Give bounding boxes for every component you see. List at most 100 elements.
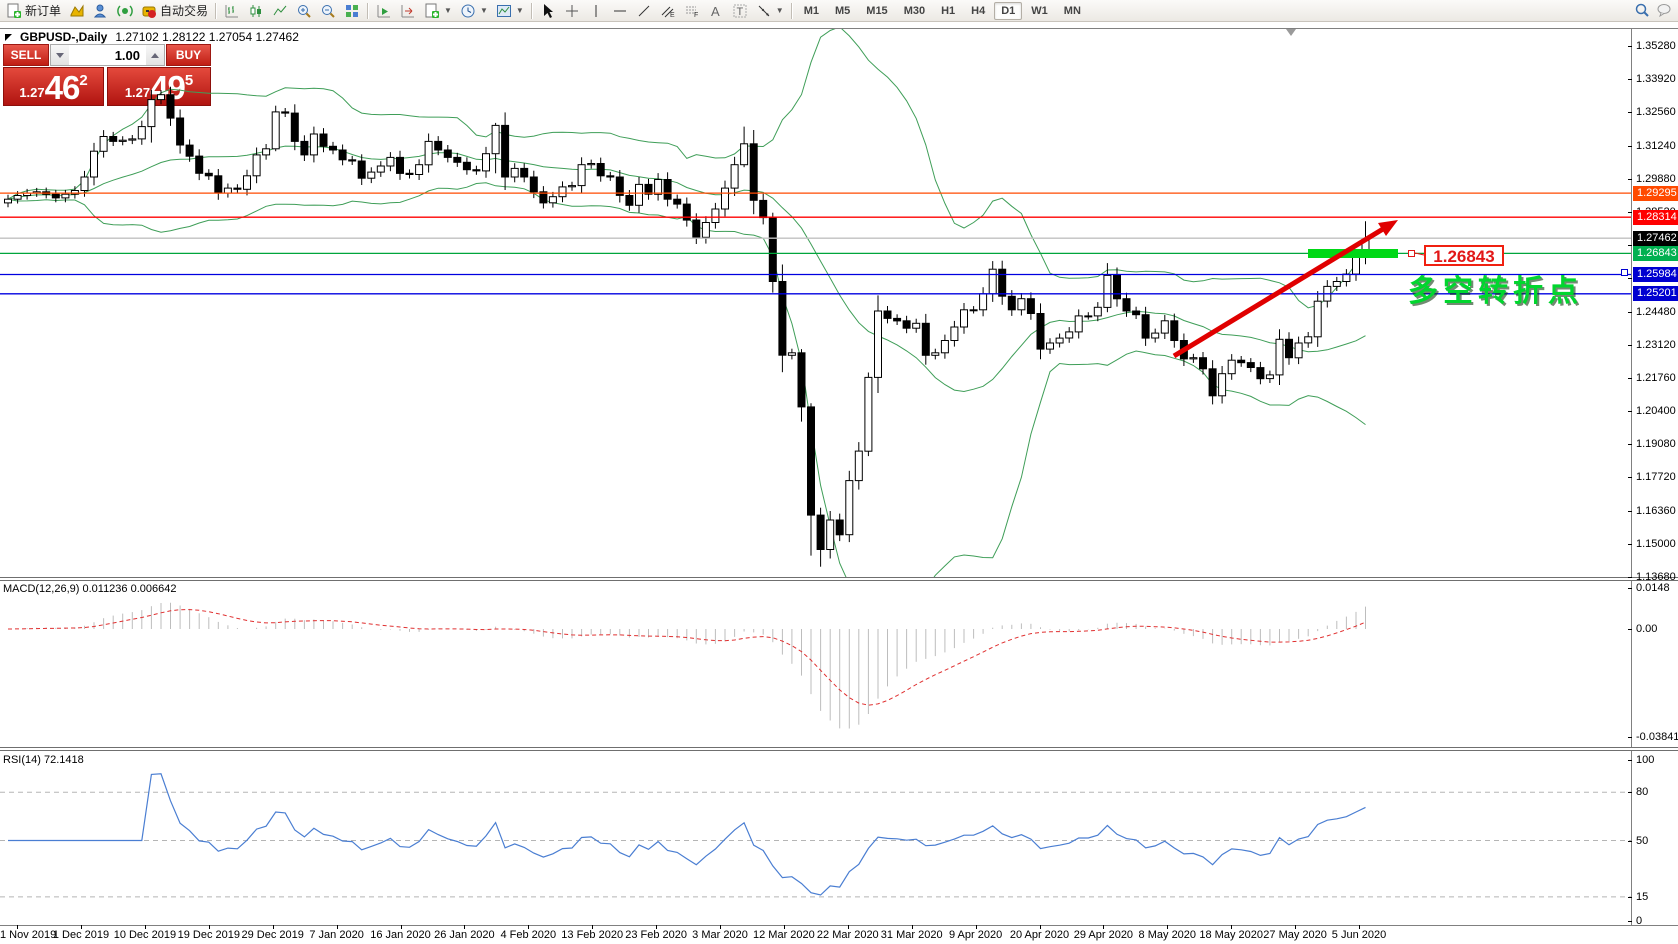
price-axis-label: 1.29880 — [1636, 172, 1676, 185]
chart-shift-button[interactable] — [396, 2, 420, 20]
date-axis-label: 27 May 2020 — [1263, 929, 1327, 941]
timeframe-w1-button[interactable]: W1 — [1031, 4, 1048, 17]
volume-increase-button[interactable] — [146, 45, 164, 65]
svg-text:E: E — [670, 12, 675, 19]
date-axis-label: 23 Feb 2020 — [625, 929, 687, 941]
text-label-icon: T — [733, 4, 747, 18]
new-order-button[interactable]: 新订单 — [2, 1, 65, 20]
buy-price-small: 1.27 — [124, 85, 151, 100]
cursor-icon — [543, 3, 553, 18]
horizontal-line-button[interactable] — [608, 2, 632, 20]
hline-handle-marker[interactable] — [1408, 250, 1415, 257]
cursor-button[interactable] — [536, 2, 560, 20]
axis-tick — [1628, 79, 1632, 81]
hline-handle-marker[interactable] — [1621, 269, 1628, 276]
crosshair-button[interactable] — [560, 2, 584, 20]
buy-button[interactable]: BUY — [166, 44, 211, 66]
timeframe-group: M1 M5 M15 M30 H1 H4 D1 W1 MN — [796, 0, 1089, 22]
sell-button[interactable]: SELL — [3, 44, 49, 66]
svg-text:T: T — [736, 6, 743, 18]
search-icon[interactable] — [1634, 2, 1650, 18]
rsi-panel-separator[interactable] — [0, 747, 1678, 751]
line-chart-button[interactable] — [268, 2, 292, 20]
time-axis-tick — [783, 925, 785, 929]
date-axis-label: 8 May 2020 — [1138, 929, 1197, 941]
axis-tick — [1628, 736, 1632, 738]
terminal-button[interactable] — [113, 2, 137, 20]
price-tag: 1.25201 — [1633, 286, 1678, 302]
shapes-button[interactable]: ▼ — [752, 2, 788, 20]
date-axis-label: 7 Jan 2020 — [309, 929, 364, 941]
turning-point-note[interactable]: 多空转折点 — [1408, 275, 1583, 308]
time-axis-tick — [400, 925, 402, 929]
market-watch-button[interactable] — [65, 2, 89, 20]
trendline-button[interactable] — [632, 2, 656, 20]
price-axis-label: 1.32560 — [1636, 106, 1676, 119]
timeframe-h4-button[interactable]: H4 — [971, 4, 986, 17]
price-axis-label: 1.17720 — [1636, 471, 1676, 484]
sell-price-display[interactable]: 1.27 46 2 — [3, 67, 104, 106]
indicators-button[interactable]: ▼ — [420, 2, 456, 20]
axis-tick — [1628, 178, 1632, 180]
fibonacci-button[interactable]: F — [680, 2, 704, 20]
timeframe-m1-button[interactable]: M1 — [803, 4, 819, 17]
periods-button[interactable]: ▼ — [456, 2, 492, 20]
macd-axis-label: 0.00 — [1636, 623, 1658, 635]
auto-trading-label: 自动交易 — [160, 4, 209, 18]
volume-input[interactable]: 1.00 — [114, 48, 140, 63]
volume-decrease-button[interactable] — [51, 45, 69, 65]
macd-panel-separator[interactable] — [0, 577, 1678, 581]
text-label-button[interactable]: T — [728, 2, 752, 20]
dropdown-caret-icon: ▼ — [515, 6, 524, 15]
navigator-icon — [93, 4, 107, 17]
time-axis-tick — [144, 925, 146, 929]
date-axis-label: 3 Mar 2020 — [692, 929, 748, 941]
date-axis-label: 26 Jan 2020 — [434, 929, 495, 941]
templates-button[interactable]: ▼ — [492, 2, 528, 20]
time-axis-border — [0, 925, 1678, 926]
chart-shift-marker-icon[interactable] — [1286, 29, 1296, 36]
trendline-icon — [638, 5, 650, 16]
zoom-in-button[interactable] — [292, 2, 316, 20]
candlestick-button[interactable] — [244, 2, 268, 20]
date-axis-label: 13 Feb 2020 — [561, 929, 624, 941]
time-axis-tick — [81, 925, 82, 929]
zoom-out-button[interactable] — [316, 2, 340, 20]
timeframe-m30-button[interactable]: M30 — [903, 4, 926, 17]
date-axis-label: 19 Dec 2019 — [177, 929, 240, 941]
auto-trading-button[interactable]: 自动交易 — [137, 1, 212, 20]
timeframe-m15-button[interactable]: M15 — [866, 4, 888, 17]
time-axis-tick — [528, 925, 530, 929]
time-axis-tick — [336, 925, 338, 929]
timeframe-h1-button[interactable]: H1 — [941, 4, 956, 17]
timeframe-d1-button[interactable]: D1 — [994, 1, 1023, 20]
bar-chart-button[interactable] — [220, 2, 244, 20]
toolbar-separator — [790, 2, 793, 19]
tile-windows-button[interactable] — [340, 2, 364, 20]
axis-tick — [1628, 278, 1632, 280]
rsi-axis-label: 50 — [1636, 834, 1649, 847]
axis-tick — [1628, 444, 1632, 446]
vertical-line-icon — [595, 4, 597, 17]
time-axis-tick — [911, 925, 913, 929]
auto-scroll-icon — [377, 4, 391, 17]
price-note-box[interactable]: 1.26843 — [1424, 245, 1504, 266]
axis-tick — [1628, 587, 1632, 589]
navigator-button[interactable] — [89, 2, 113, 20]
template-icon — [496, 4, 511, 17]
timeframe-mn-button[interactable]: MN — [1063, 4, 1081, 17]
vertical-line-button[interactable] — [584, 2, 608, 20]
timeframe-m5-button[interactable]: M5 — [835, 4, 851, 17]
price-tag: 1.27462 — [1633, 230, 1678, 246]
axis-tick — [1628, 510, 1632, 512]
price-tag: 1.28314 — [1633, 209, 1678, 225]
auto-scroll-button[interactable] — [372, 2, 396, 20]
channel-button[interactable]: E — [656, 2, 680, 20]
chat-icon[interactable] — [1656, 2, 1674, 18]
text-button[interactable]: A — [704, 2, 728, 20]
channel-icon: E — [661, 6, 675, 19]
date-axis-label: 29 Apr 2020 — [1073, 929, 1134, 941]
axis-tick — [1628, 145, 1632, 147]
